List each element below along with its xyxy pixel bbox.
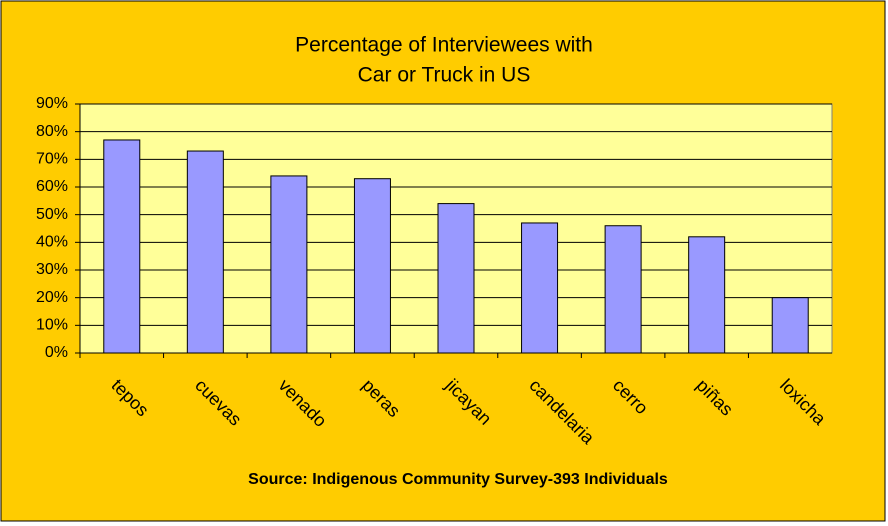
bar (270, 175, 308, 354)
y-tick-label: 90% (36, 95, 68, 112)
chart-title: Car or Truck in US (358, 64, 531, 87)
bar (521, 222, 559, 354)
y-tick-label: 30% (36, 261, 68, 278)
y-tick-label: 0% (45, 344, 68, 361)
y-tick-label: 20% (36, 289, 68, 306)
y-tick-label: 50% (36, 206, 68, 223)
bar (353, 178, 391, 354)
y-tick-label: 80% (36, 123, 68, 140)
bar (103, 139, 141, 354)
y-tick-label: 60% (36, 178, 68, 195)
y-tick-label: 10% (36, 317, 68, 334)
chart-title: Percentage of Interviewees with (295, 34, 593, 57)
source-note: Source: Indigenous Community Survey-393 … (248, 471, 668, 488)
bar (688, 236, 726, 354)
bar (437, 203, 475, 354)
bar (186, 150, 224, 354)
bar (771, 297, 809, 354)
bar (604, 225, 642, 354)
y-tick-label: 40% (36, 234, 68, 251)
y-tick-label: 70% (36, 151, 68, 168)
